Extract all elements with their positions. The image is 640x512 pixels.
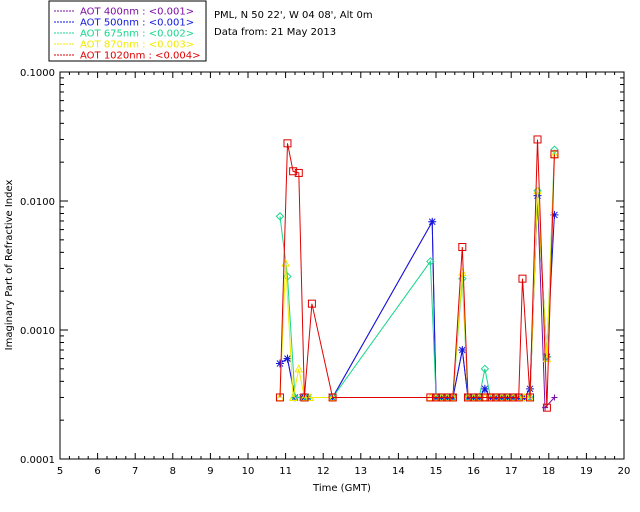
series-3 bbox=[275, 145, 559, 402]
data-point bbox=[550, 150, 559, 159]
data-point bbox=[497, 393, 506, 402]
data-point bbox=[432, 393, 440, 402]
data-point bbox=[526, 393, 534, 402]
data-point bbox=[294, 364, 304, 373]
series-line bbox=[279, 149, 555, 398]
data-point bbox=[533, 135, 542, 144]
data-point bbox=[525, 392, 535, 401]
series-line bbox=[279, 195, 555, 409]
x-axis-label: Time (GMT) bbox=[312, 483, 371, 494]
series-1 bbox=[276, 192, 558, 411]
x-tick-label: 6 bbox=[94, 466, 100, 477]
data-point bbox=[275, 393, 284, 402]
y-tick-label: 0.0010 bbox=[20, 326, 55, 337]
data-point bbox=[550, 210, 559, 219]
data-point bbox=[289, 167, 298, 176]
x-tick-label: 15 bbox=[430, 466, 443, 477]
series-line bbox=[279, 154, 555, 398]
series-line bbox=[279, 195, 555, 398]
x-tick-label: 11 bbox=[279, 466, 292, 477]
data-point bbox=[275, 392, 285, 401]
x-tick-label: 16 bbox=[467, 466, 480, 477]
x-tick-label: 17 bbox=[505, 466, 518, 477]
data-point bbox=[458, 345, 467, 354]
data-point bbox=[443, 393, 452, 402]
series-line bbox=[279, 139, 555, 408]
y-tick-label: 0.0100 bbox=[20, 197, 55, 208]
data-point bbox=[463, 393, 472, 402]
station-label: PML, N 50 22', W 04 08', Alt 0m bbox=[214, 10, 373, 21]
data-point bbox=[283, 139, 292, 148]
legend-entry: AOT 1020nm : <0.004> bbox=[80, 51, 200, 62]
x-tick-label: 18 bbox=[542, 466, 555, 477]
series-layer bbox=[275, 135, 559, 412]
data-point bbox=[426, 257, 435, 266]
y-axis: 0.0001 0.0010 0.0100 0.1000 bbox=[20, 68, 624, 466]
x-tick-label: 5 bbox=[57, 466, 63, 477]
series-4 bbox=[275, 149, 559, 401]
data-point bbox=[550, 145, 559, 154]
data-point bbox=[275, 359, 284, 368]
legend-box bbox=[48, 0, 207, 62]
data-point bbox=[458, 242, 467, 251]
x-tick-label: 14 bbox=[392, 466, 405, 477]
x-tick-label: 7 bbox=[132, 466, 138, 477]
plot-frame bbox=[59, 71, 625, 460]
data-point bbox=[428, 217, 437, 226]
data-point bbox=[492, 393, 501, 402]
data-point bbox=[503, 393, 512, 402]
data-point bbox=[480, 364, 490, 374]
y-axis-label: Imaginary Part of Refractive Index bbox=[4, 180, 15, 351]
legend-entry: AOT 500nm : <0.001> bbox=[80, 18, 194, 29]
data-point bbox=[480, 393, 489, 402]
data-point bbox=[509, 393, 518, 402]
data-point bbox=[480, 384, 489, 393]
x-tick-label: 9 bbox=[207, 466, 213, 477]
y-tick-label: 0.0001 bbox=[20, 455, 55, 466]
data-point bbox=[514, 393, 523, 402]
data-point bbox=[283, 354, 292, 363]
x-tick-label: 8 bbox=[170, 466, 176, 477]
data-point bbox=[294, 168, 303, 177]
legend-entry: AOT 400nm : <0.001> bbox=[80, 7, 194, 18]
data-point bbox=[448, 393, 457, 402]
data-point bbox=[300, 393, 309, 402]
data-point bbox=[551, 394, 558, 401]
data-point bbox=[542, 403, 551, 412]
data-point bbox=[307, 299, 316, 308]
data-point bbox=[288, 392, 298, 401]
legend: AOT 400nm : <0.001>AOT 500nm : <0.001>AO… bbox=[54, 7, 200, 62]
series-2 bbox=[275, 191, 559, 402]
data-point bbox=[300, 392, 309, 401]
data-point bbox=[518, 274, 527, 283]
legend-entry: AOT 870nm : <0.003> bbox=[80, 40, 194, 51]
series-5 bbox=[275, 135, 559, 412]
x-tick-label: 13 bbox=[354, 466, 367, 477]
data-point bbox=[426, 393, 435, 402]
x-tick-label: 20 bbox=[618, 466, 631, 477]
x-tick-label: 12 bbox=[317, 466, 330, 477]
data-point bbox=[437, 393, 446, 402]
data-point bbox=[328, 393, 337, 402]
date-label: Data from: 21 May 2013 bbox=[214, 27, 336, 38]
data-point bbox=[469, 393, 478, 402]
legend-entry: AOT 675nm : <0.002> bbox=[80, 29, 194, 40]
y-tick-label: 0.1000 bbox=[20, 68, 55, 79]
data-point bbox=[275, 212, 285, 221]
data-point bbox=[486, 393, 495, 402]
data-point bbox=[475, 393, 484, 402]
x-axis: 5 6 7 8 9 10 11 12 13 14 15 16 17 18 19 20 bbox=[57, 72, 631, 477]
x-tick-label: 10 bbox=[242, 466, 255, 477]
x-tick-label: 19 bbox=[580, 466, 593, 477]
